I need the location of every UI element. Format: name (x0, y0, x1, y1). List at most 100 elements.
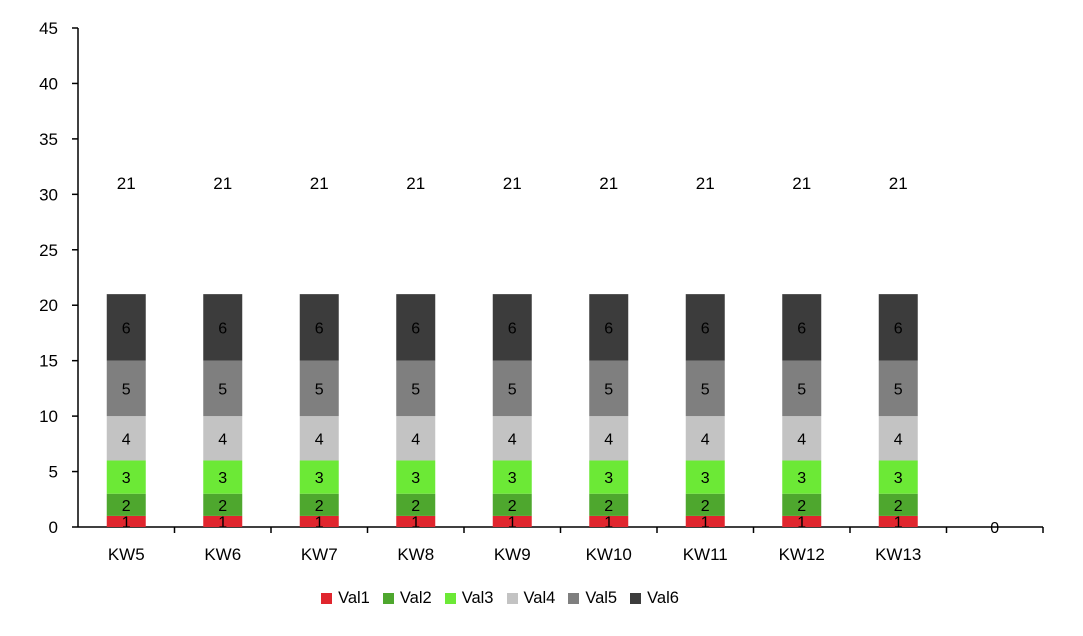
bar-segment-val4 (396, 416, 436, 461)
segment-value-label: 6 (894, 320, 903, 337)
bar-segment-val1 (299, 515, 339, 527)
segment-value-label: 3 (894, 470, 903, 487)
legend-swatch (321, 592, 333, 604)
x-tick-label: KW12 (779, 545, 825, 564)
total-label: 21 (406, 174, 425, 193)
total-label: 21 (599, 174, 618, 193)
segment-value-label: 1 (122, 514, 131, 531)
data-labels: 1234562112345621123456211234562112345621… (117, 174, 1000, 537)
segment-value-label: 6 (604, 320, 613, 337)
bar-segment-val2 (878, 493, 918, 516)
segment-value-label: 2 (604, 498, 613, 515)
segment-value-label: 4 (894, 431, 903, 448)
segment-value-label: 5 (508, 381, 517, 398)
legend-item-val4: Val4 (506, 589, 555, 608)
bar-segment-val1 (685, 515, 725, 527)
bar-segment-val4 (492, 416, 532, 461)
segment-value-label: 6 (701, 320, 710, 337)
bar-segment-val1 (396, 515, 436, 527)
bar-segment-val2 (685, 493, 725, 516)
segment-value-label: 3 (315, 470, 324, 487)
total-label: 21 (889, 174, 908, 193)
bar-segment-val5 (203, 360, 243, 417)
segment-value-label: 1 (701, 514, 710, 531)
segment-value-label: 3 (797, 470, 806, 487)
legend-label: Val2 (399, 588, 432, 607)
bar-segment-val5 (782, 360, 822, 417)
bars (106, 294, 918, 527)
y-tick-label: 0 (49, 518, 58, 537)
bar-segment-val1 (782, 515, 822, 527)
total-label: 21 (696, 174, 715, 193)
total-label: 21 (503, 174, 522, 193)
x-tick-label: KW10 (586, 545, 632, 564)
segment-value-label: 6 (122, 320, 131, 337)
segment-value-label: 5 (315, 381, 324, 398)
bar-segment-val1 (589, 515, 629, 527)
x-tick-label: KW13 (875, 545, 921, 564)
y-tick-label: 5 (49, 463, 58, 482)
bar-segment-val1 (492, 515, 532, 527)
legend-label: Val5 (585, 588, 618, 607)
y-tick-label: 40 (39, 74, 58, 93)
bar-segment-val3 (782, 460, 822, 494)
bar-segment-val5 (589, 360, 629, 417)
legend-item-val6: Val6 (630, 589, 679, 608)
x-tick-label: KW5 (108, 545, 145, 564)
bar-segment-val2 (299, 493, 339, 516)
segment-value-label: 6 (411, 320, 420, 337)
y-tick-label: 10 (39, 407, 58, 426)
segment-value-label: 5 (894, 381, 903, 398)
x-tick-label: KW11 (683, 545, 728, 564)
legend-item-val3: Val3 (444, 589, 494, 608)
bar-segment-val2 (492, 493, 532, 516)
bar-segment-val5 (396, 360, 436, 417)
y-tick-label: 20 (39, 296, 58, 315)
bar-segment-val6 (492, 294, 532, 361)
bar-segment-val2 (782, 493, 822, 516)
bar-segment-val4 (878, 416, 918, 461)
bar-segment-val1 (203, 515, 243, 527)
legend-swatch (506, 592, 518, 604)
bar-segment-val3 (685, 460, 725, 494)
segment-value-label: 4 (411, 431, 420, 448)
bar-segment-val1 (878, 515, 918, 527)
y-axis: 0 5 10 15 20 25 30 35 40 45 (39, 19, 79, 537)
bar-segment-val3 (589, 460, 629, 494)
segment-value-label: 2 (218, 498, 227, 515)
segment-value-label: 2 (894, 498, 903, 515)
legend-swatch (568, 592, 580, 604)
y-tick-label: 15 (39, 352, 58, 371)
legend-item-val5: Val5 (568, 589, 617, 608)
legend-swatch (630, 592, 642, 604)
x-axis: KW5 KW6 KW7 KW8 KW9 KW10 KW11 KW12 KW13 (78, 526, 1044, 564)
bar-segment-val6 (878, 294, 918, 361)
bar-segment-val5 (492, 360, 532, 417)
bar-segment-val3 (396, 460, 436, 494)
legend-label: Val1 (338, 588, 370, 607)
segment-value-label: 3 (411, 470, 420, 487)
segment-value-label: 5 (604, 381, 613, 398)
x-tick-label: KW7 (301, 545, 338, 564)
segment-value-label: 5 (797, 381, 806, 398)
segment-value-label: 6 (315, 320, 324, 337)
segment-value-label: 3 (218, 470, 227, 487)
bar-segment-val3 (203, 460, 243, 494)
segment-value-label: 6 (218, 320, 227, 337)
segment-value-label: 2 (701, 498, 710, 515)
total-label: 21 (117, 174, 136, 193)
segment-value-label: 4 (701, 431, 710, 448)
segment-value-label: 2 (411, 498, 420, 515)
bar-segment-val3 (878, 460, 918, 494)
x-tick-label: KW6 (204, 545, 241, 564)
segment-value-label: 1 (218, 514, 227, 531)
bar-segment-val3 (106, 460, 146, 494)
segment-value-label: 2 (122, 498, 131, 515)
bar-segment-val6 (782, 294, 822, 361)
segment-value-label: 4 (315, 431, 324, 448)
legend-swatch (444, 592, 456, 604)
bar-segment-val5 (878, 360, 918, 417)
bar-segment-val4 (203, 416, 243, 461)
bar-segment-val4 (589, 416, 629, 461)
segment-value-label: 4 (508, 431, 517, 448)
